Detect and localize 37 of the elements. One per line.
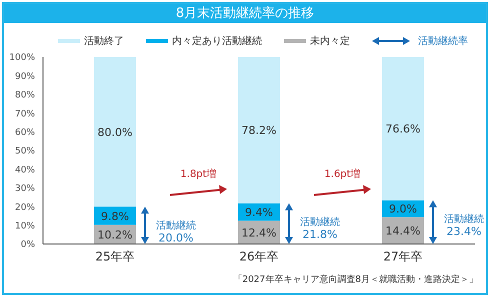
y-tick-label: 80% — [14, 90, 36, 101]
data-label: 9.8% — [101, 210, 129, 223]
y-tick-label: 50% — [14, 146, 36, 157]
legend-label: 活動終了 — [84, 35, 124, 48]
annotation: 活動継続 21.8% — [300, 216, 340, 242]
x-tick-label: 26年卒 — [239, 250, 279, 264]
annotation: 1.8pt増 — [180, 168, 217, 180]
bar — [382, 57, 424, 200]
bar — [94, 57, 136, 207]
y-tick-label: 20% — [14, 202, 36, 213]
data-label: 14.4% — [386, 224, 420, 238]
data-label: 78.2% — [242, 124, 276, 138]
data-label: 80.0% — [98, 126, 132, 139]
chart-title: 8月末活動継続率の推移 — [4, 4, 486, 23]
y-tick-label: 60% — [14, 128, 36, 138]
annotation: 活動継続 23.4% — [444, 213, 484, 238]
y-tick-label: 90% — [14, 72, 36, 82]
text: 活動継続率 — [418, 34, 468, 48]
y-tick-label: 100% — [9, 53, 36, 64]
text: 「2027年卒キャリア意向調査8月＜就職活動・進路決定＞」 — [233, 274, 478, 285]
x-tick-label: 27年卒 — [383, 250, 423, 264]
x-tick-label: 25年卒 — [95, 250, 135, 264]
data-label: 12.4% — [242, 226, 276, 240]
annotation: 活動継続 20.0% — [156, 220, 196, 245]
data-label: 10.2% — [98, 228, 132, 242]
annotation: 1.6pt増 — [324, 168, 361, 180]
data-label: 76.6% — [386, 122, 420, 136]
data-label: 9.0% — [389, 202, 417, 216]
y-tick-label: 30% — [14, 184, 36, 194]
y-tick-label: 70% — [14, 109, 36, 120]
y-tick-label: 0% — [20, 240, 36, 250]
data-label: 9.4% — [245, 206, 273, 220]
legend-label: 内々定あり活動継続 — [172, 34, 262, 48]
y-tick-label: 10% — [14, 221, 36, 232]
legend-label: 未内々定 — [310, 34, 350, 48]
bar — [238, 57, 280, 204]
y-tick-label: 40% — [14, 165, 36, 176]
